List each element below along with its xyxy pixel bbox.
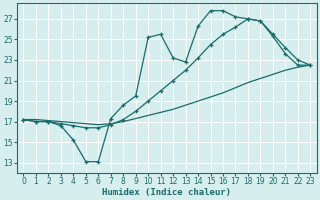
X-axis label: Humidex (Indice chaleur): Humidex (Indice chaleur)	[102, 188, 231, 197]
